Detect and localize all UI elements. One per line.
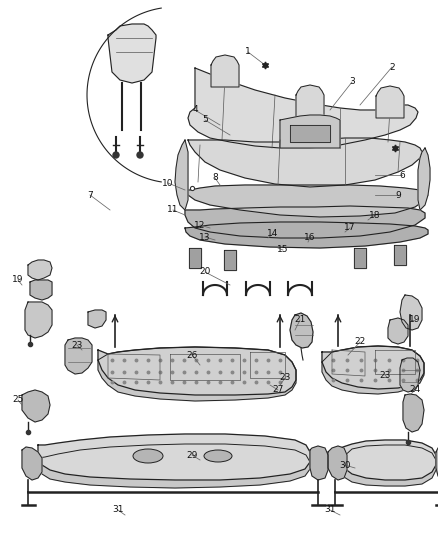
Text: 31: 31 [324, 505, 336, 514]
Text: 10: 10 [162, 179, 174, 188]
Text: 23: 23 [379, 370, 391, 379]
Polygon shape [88, 310, 106, 328]
Polygon shape [354, 248, 366, 268]
Text: 5: 5 [202, 116, 208, 125]
Text: 23: 23 [279, 374, 291, 383]
Polygon shape [38, 444, 310, 488]
Text: 22: 22 [354, 337, 366, 346]
Polygon shape [403, 394, 424, 432]
Ellipse shape [133, 449, 163, 463]
Polygon shape [436, 446, 438, 480]
Polygon shape [188, 138, 422, 187]
Text: 19: 19 [409, 316, 421, 325]
Text: 9: 9 [395, 190, 401, 199]
Polygon shape [328, 446, 347, 480]
Polygon shape [185, 185, 428, 217]
Text: 2: 2 [389, 62, 395, 71]
Text: 23: 23 [71, 341, 83, 350]
Text: 21: 21 [294, 316, 306, 325]
Text: 12: 12 [194, 221, 206, 230]
Polygon shape [340, 440, 436, 480]
Polygon shape [322, 346, 424, 394]
Polygon shape [290, 313, 313, 348]
Text: 19: 19 [12, 276, 24, 285]
Circle shape [137, 152, 143, 158]
Text: 18: 18 [369, 211, 381, 220]
Text: 3: 3 [349, 77, 355, 86]
Polygon shape [65, 338, 92, 374]
Polygon shape [30, 280, 52, 300]
Text: 13: 13 [199, 232, 211, 241]
Polygon shape [25, 302, 52, 338]
Text: 1: 1 [245, 47, 251, 56]
Polygon shape [388, 318, 408, 344]
Text: 8: 8 [212, 174, 218, 182]
Polygon shape [211, 55, 239, 87]
Polygon shape [376, 86, 404, 118]
Polygon shape [38, 434, 310, 480]
Polygon shape [224, 250, 236, 270]
Polygon shape [175, 140, 188, 210]
Polygon shape [22, 390, 50, 422]
Text: 11: 11 [167, 206, 179, 214]
Polygon shape [185, 222, 428, 248]
Text: 29: 29 [186, 450, 198, 459]
Polygon shape [290, 125, 330, 142]
Text: 20: 20 [199, 268, 211, 277]
Polygon shape [418, 148, 430, 210]
Polygon shape [322, 346, 424, 389]
Polygon shape [185, 206, 425, 238]
Text: 31: 31 [112, 505, 124, 514]
Polygon shape [400, 295, 422, 330]
Text: 16: 16 [304, 233, 316, 243]
Text: 30: 30 [339, 461, 351, 470]
Polygon shape [394, 245, 406, 265]
Text: 15: 15 [277, 246, 289, 254]
Text: 6: 6 [399, 171, 405, 180]
Text: 27: 27 [272, 385, 284, 394]
Text: 4: 4 [192, 106, 198, 115]
Polygon shape [22, 447, 42, 480]
Text: 25: 25 [12, 395, 24, 405]
Polygon shape [98, 347, 296, 395]
Polygon shape [188, 68, 418, 148]
Circle shape [113, 152, 119, 158]
Text: 26: 26 [186, 351, 198, 359]
Polygon shape [340, 445, 436, 486]
Polygon shape [310, 446, 328, 480]
Polygon shape [108, 24, 156, 83]
Polygon shape [98, 347, 296, 401]
Text: 7: 7 [87, 190, 93, 199]
Ellipse shape [204, 450, 232, 462]
Polygon shape [400, 358, 420, 392]
Text: 14: 14 [267, 230, 279, 238]
Polygon shape [189, 248, 201, 268]
Text: 17: 17 [344, 223, 356, 232]
Polygon shape [28, 260, 52, 280]
Text: 24: 24 [410, 385, 420, 394]
Polygon shape [280, 115, 340, 148]
Polygon shape [296, 85, 324, 117]
